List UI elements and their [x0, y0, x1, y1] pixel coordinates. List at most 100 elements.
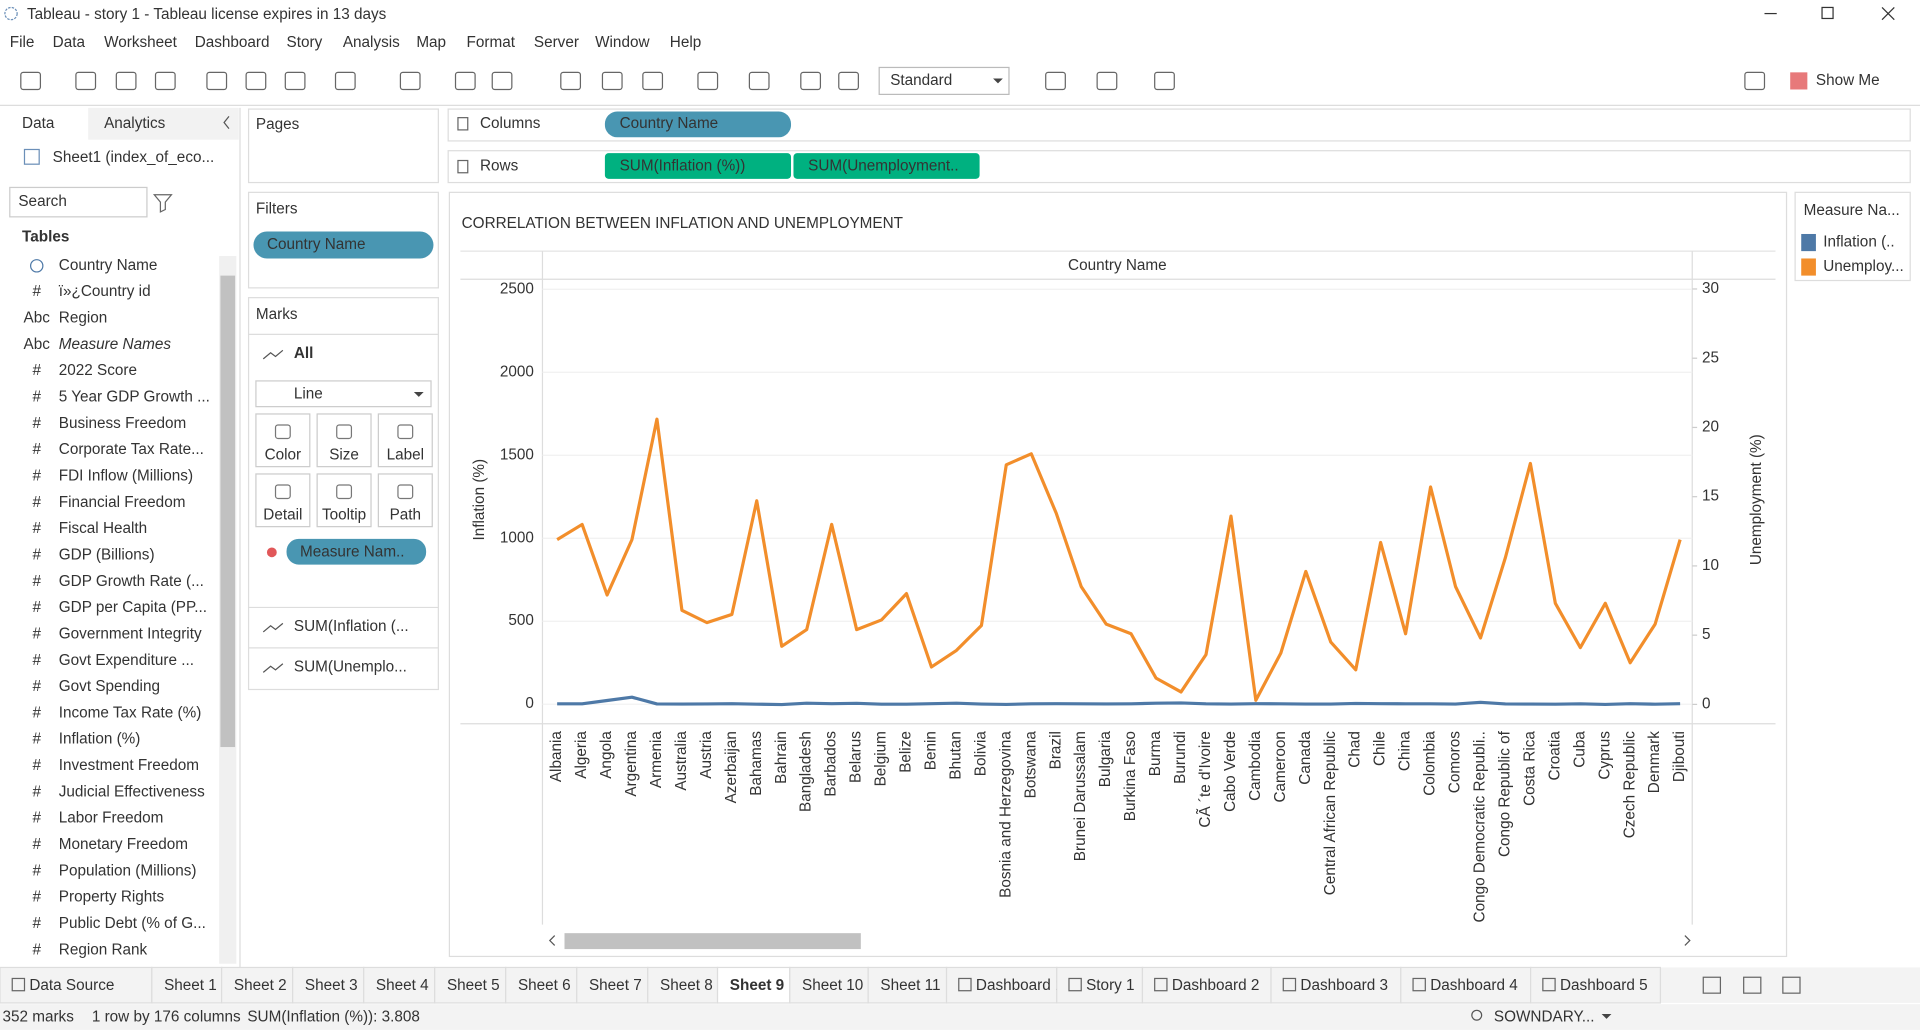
field-name[interactable]: GDP Growth Rate (... [59, 573, 204, 590]
menu-item[interactable]: Story [287, 34, 323, 51]
mark-button[interactable] [316, 413, 372, 468]
menu-item[interactable]: Format [467, 34, 516, 51]
mark-button[interactable] [377, 473, 433, 528]
search-box[interactable] [9, 186, 148, 218]
field-name[interactable]: Business Freedom [59, 415, 187, 432]
legend-label[interactable]: Inflation (.. [1823, 234, 1894, 251]
datasource-name[interactable]: Sheet1 (index_of_eco... [53, 149, 215, 166]
field-name[interactable]: Region [59, 310, 107, 327]
toolbar-button[interactable] [115, 71, 137, 91]
field-name[interactable]: Population (Millions) [59, 862, 197, 879]
toolbar-button[interactable] [1154, 71, 1175, 91]
h-scroll-thumb[interactable] [564, 933, 861, 950]
sheet-tab[interactable] [1270, 966, 1402, 1004]
menu-item[interactable]: Window [595, 34, 650, 51]
field-name[interactable]: Region Rank [59, 941, 148, 958]
field-name[interactable]: 5 Year GDP Growth ... [59, 388, 210, 405]
mark-button[interactable] [255, 413, 311, 468]
field-name[interactable]: Financial Freedom [59, 494, 186, 511]
menu-item[interactable]: Map [416, 34, 446, 51]
analytics-tab[interactable]: Analytics [104, 115, 166, 132]
menu-item[interactable]: Analysis [343, 34, 400, 51]
sheet-tab[interactable] [505, 966, 578, 1004]
maximize[interactable] [1821, 6, 1834, 20]
toolbar-button[interactable] [838, 71, 859, 91]
new-sheet-button[interactable] [1743, 976, 1762, 994]
sheet-tab[interactable] [1400, 966, 1532, 1004]
sheet-tab[interactable] [292, 966, 365, 1004]
sheet-tab[interactable] [1141, 966, 1272, 1004]
new-sheet-button[interactable] [1702, 976, 1722, 994]
field-name[interactable]: Property Rights [59, 889, 165, 906]
show-me[interactable]: Show Me [1816, 72, 1880, 89]
measure-card[interactable]: SUM(Unemplo... [294, 658, 407, 675]
toolbar-button[interactable] [284, 71, 306, 91]
sheet-tab[interactable] [1530, 966, 1662, 1004]
field-name[interactable]: Judicial Effectiveness [59, 783, 205, 800]
sheet-tab[interactable] [716, 966, 791, 1004]
toolbar-button[interactable] [334, 71, 356, 91]
field-name[interactable]: GDP per Capita (PP... [59, 599, 207, 616]
field-name[interactable]: Government Integrity [59, 625, 202, 642]
menu-item[interactable]: Server [534, 34, 579, 51]
toolbar-button[interactable] [454, 71, 476, 91]
menu-item[interactable]: Data [53, 34, 86, 51]
field-name[interactable]: Country Name [59, 257, 158, 274]
field-name[interactable]: Public Debt (% of G... [59, 915, 206, 932]
sheet-tab[interactable] [576, 966, 649, 1004]
mark-button[interactable] [316, 473, 372, 528]
sheet-tab[interactable] [434, 966, 507, 1004]
sheet-tab[interactable] [363, 966, 436, 1004]
toolbar-button[interactable] [1096, 71, 1118, 91]
toolbar-button[interactable] [491, 71, 513, 91]
fit-dropdown[interactable] [878, 66, 1010, 95]
shelf-pill[interactable] [604, 153, 792, 179]
field-name[interactable]: FDI Inflow (Millions) [59, 467, 193, 484]
toolbar-button[interactable] [154, 71, 176, 91]
field-name[interactable]: Govt Expenditure ... [59, 652, 194, 669]
status-user[interactable]: SOWNDARY... [1494, 1009, 1595, 1026]
shelf-pill[interactable] [793, 153, 980, 179]
measure-card[interactable]: SUM(Inflation (... [294, 618, 409, 635]
color-pill[interactable] [286, 538, 427, 565]
toolbar-button[interactable] [1744, 71, 1766, 91]
field-name[interactable]: Monetary Freedom [59, 836, 188, 853]
field-name[interactable]: Labor Freedom [59, 810, 164, 827]
field-name[interactable]: Corporate Tax Rate... [59, 441, 204, 458]
mark-button[interactable] [255, 473, 311, 528]
sheet-tab[interactable] [151, 966, 223, 1004]
field-name[interactable]: Investment Freedom [59, 757, 199, 774]
toolbar-button[interactable] [560, 71, 582, 91]
field-name[interactable]: Fiscal Health [59, 520, 147, 537]
toolbar-button[interactable] [245, 71, 267, 91]
sheet-tab[interactable] [867, 966, 948, 1004]
toolbar-button[interactable] [800, 71, 822, 91]
menu-item[interactable]: Help [670, 34, 701, 51]
toolbar-button[interactable] [75, 71, 97, 91]
toolbar-button[interactable] [20, 71, 42, 91]
sheet-tab[interactable] [945, 966, 1058, 1004]
field-name[interactable]: 2022 Score [59, 362, 137, 379]
new-sheet-button[interactable] [1782, 976, 1801, 994]
menu-item[interactable]: Dashboard [195, 34, 270, 51]
sheet-tab[interactable] [1056, 966, 1144, 1004]
toolbar-button[interactable] [697, 71, 719, 91]
toolbar-button[interactable] [1045, 71, 1066, 91]
field-name[interactable]: ï»¿Country id [59, 283, 151, 300]
field-name[interactable]: Income Tax Rate (%) [59, 704, 202, 721]
scrollbar-thumb[interactable] [220, 275, 236, 748]
menu-item[interactable]: File [10, 34, 35, 51]
field-name[interactable]: Govt Spending [59, 678, 160, 695]
sheet-tab[interactable] [0, 966, 153, 1004]
toolbar-button[interactable] [642, 71, 664, 91]
toolbar-button[interactable] [601, 71, 623, 91]
field-name[interactable]: Inflation (%) [59, 731, 141, 748]
legend-label[interactable]: Unemploy... [1823, 258, 1903, 275]
toolbar-button[interactable] [206, 71, 228, 91]
mark-button[interactable] [377, 413, 433, 468]
filter-pill[interactable] [253, 231, 434, 259]
field-name[interactable]: GDP (Billions) [59, 546, 155, 563]
toolbar-button[interactable] [748, 71, 770, 91]
menu-item[interactable]: Worksheet [104, 34, 178, 51]
data-tab[interactable]: Data [22, 115, 55, 132]
